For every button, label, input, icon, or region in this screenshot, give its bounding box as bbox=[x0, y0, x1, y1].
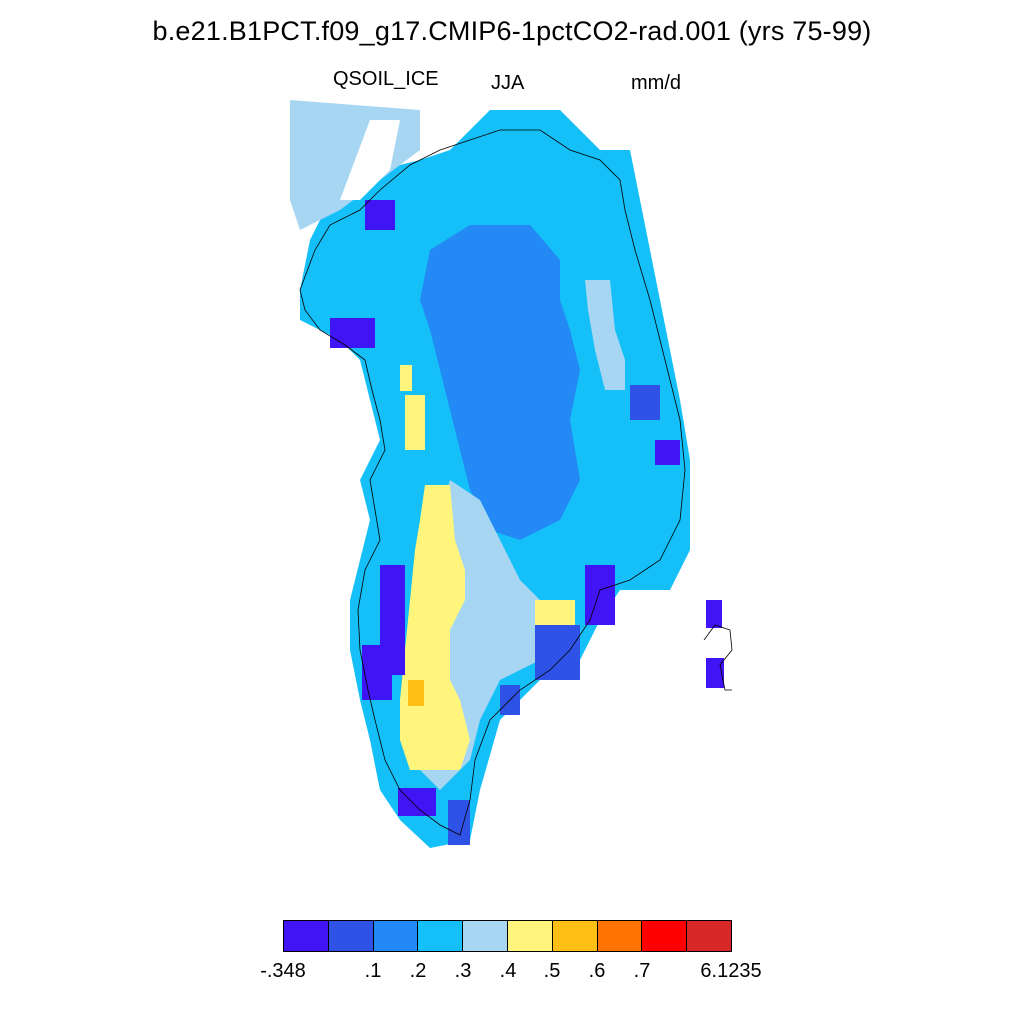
colorbar-tick-label: .1 bbox=[364, 960, 382, 982]
colorbar-tick-label: 6.1235 bbox=[700, 960, 762, 982]
colorbar-swatch bbox=[551, 920, 598, 952]
variable-label: QSOIL_ICE bbox=[333, 68, 439, 90]
east-light-strip bbox=[585, 280, 625, 390]
colorbar-tick-label: .2 bbox=[409, 960, 427, 982]
se-yellow-cell bbox=[535, 600, 575, 626]
colorbar-swatch bbox=[507, 920, 553, 952]
south-tail-dark bbox=[448, 800, 470, 845]
nw-dark-cell bbox=[330, 318, 375, 348]
colorbar-tick-label: .7 bbox=[633, 960, 651, 982]
colorbar-swatch bbox=[462, 920, 508, 952]
colorbar-swatch bbox=[372, 920, 419, 952]
colorbar-tick-label: .3 bbox=[454, 960, 472, 982]
colorbar-swatch bbox=[417, 920, 464, 952]
colorbar-swatch bbox=[327, 920, 374, 952]
colorbar-tick-label: .5 bbox=[543, 960, 561, 982]
se-dark-cell bbox=[585, 565, 615, 625]
colorbar-swatch bbox=[641, 920, 688, 952]
season-label: JJA bbox=[491, 72, 525, 94]
east-dark-cell bbox=[630, 385, 660, 420]
colorbar-swatch bbox=[596, 920, 643, 952]
colorbar-tick-label: .6 bbox=[588, 960, 606, 982]
units-label: mm/d bbox=[631, 72, 681, 94]
colorbar-tick-label: -.348 bbox=[260, 960, 306, 982]
ice-sheet-field bbox=[290, 100, 724, 848]
west-yellow-cell-2 bbox=[405, 395, 425, 450]
colorbar-tick-label: .4 bbox=[499, 960, 517, 982]
nw-white-gap bbox=[340, 120, 400, 200]
svalbard-cell-2 bbox=[706, 658, 724, 688]
colorbar-swatch bbox=[686, 920, 732, 952]
colorbar-swatch bbox=[283, 920, 329, 952]
west-yellow-cell-1 bbox=[400, 365, 412, 391]
svalbard-cell-1 bbox=[706, 600, 722, 628]
se-mid-cell bbox=[535, 625, 580, 680]
south-dark-cell bbox=[398, 788, 436, 816]
nw-dark-cell-2 bbox=[365, 200, 395, 230]
greenland-map bbox=[290, 100, 733, 848]
southern-max-cell bbox=[408, 680, 424, 706]
interior-region bbox=[420, 225, 580, 540]
plot-title: b.e21.B1PCT.f09_g17.CMIP6-1pctCO2-rad.00… bbox=[152, 16, 872, 46]
coastline bbox=[299, 129, 733, 836]
sw-dark-cell bbox=[362, 645, 392, 700]
east-dark-cell-2 bbox=[655, 440, 680, 465]
